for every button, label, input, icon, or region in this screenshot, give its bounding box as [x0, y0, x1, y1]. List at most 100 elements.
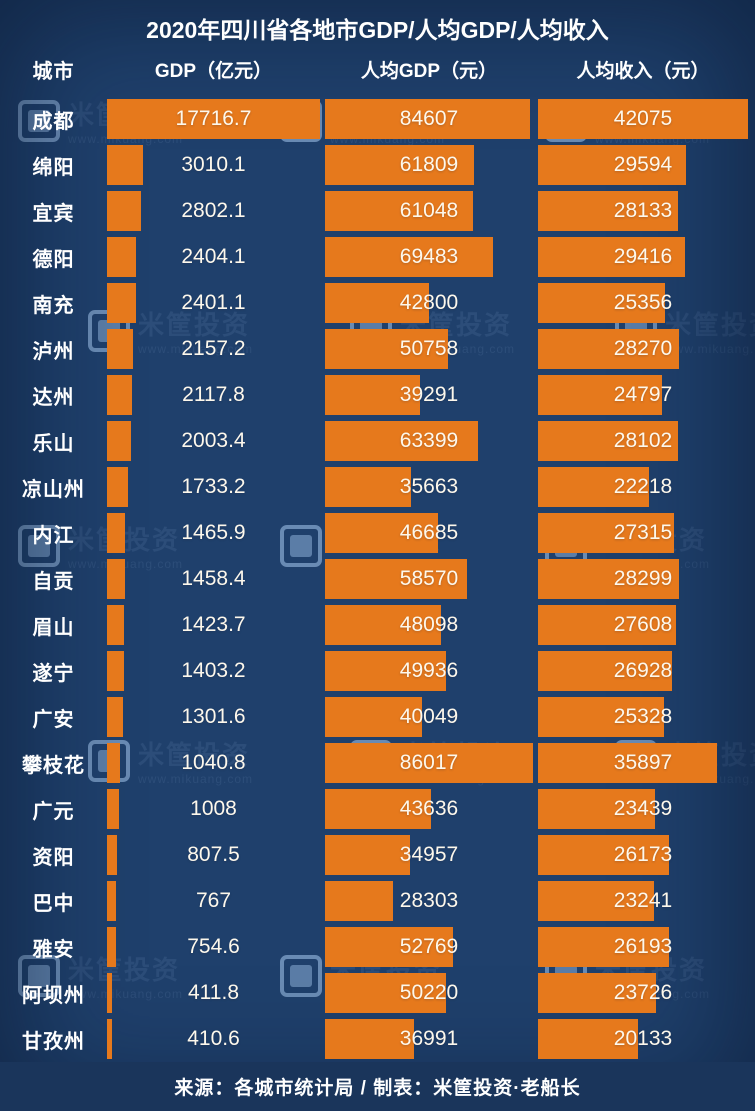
- value-bar: [325, 145, 475, 185]
- city-label: 泸州: [32, 340, 75, 363]
- value-label: 42075: [613, 107, 673, 130]
- table-row: 攀枝花 1040.8 86017 35897: [0, 743, 755, 783]
- value-bar: [107, 467, 128, 507]
- value-label: 2157.2: [181, 337, 246, 360]
- table-row: 泸州 2157.2 50758 28270: [0, 329, 755, 369]
- bar-track: 23241: [538, 881, 748, 921]
- bar-track: 49936: [325, 651, 533, 691]
- bar-track: 86017: [325, 743, 533, 783]
- value-bar: [538, 835, 669, 875]
- value-label: 23241: [613, 889, 673, 912]
- bar-track: 26928: [538, 651, 748, 691]
- value-label: 25356: [613, 291, 673, 314]
- page-title: 2020年四川省各地市GDP/人均GDP/人均收入: [146, 17, 609, 43]
- bar-track: 61048: [325, 191, 533, 231]
- value-label: 1301.6: [181, 705, 246, 728]
- value-label: 26193: [613, 935, 673, 958]
- city-label: 遂宁: [32, 662, 75, 685]
- bar-track: 22218: [538, 467, 748, 507]
- value-bar: [325, 881, 394, 921]
- value-bar: [325, 237, 494, 277]
- value-bar: [325, 191, 473, 231]
- bar-track: 1423.7: [107, 605, 320, 645]
- bar-track: 43636: [325, 789, 533, 829]
- value-label: 1403.2: [181, 659, 246, 682]
- bar-track: 39291: [325, 375, 533, 415]
- value-label: 26928: [613, 659, 673, 682]
- bar-track: 26193: [538, 927, 748, 967]
- value-label: 28299: [613, 567, 673, 590]
- value-label: 25328: [613, 705, 673, 728]
- value-label: 1008: [190, 797, 237, 820]
- value-label: 24797: [613, 383, 673, 406]
- table-row: 成都 17716.7 84607 42075: [0, 99, 755, 139]
- value-bar: [325, 697, 422, 737]
- table-row: 巴中 767 28303 23241: [0, 881, 755, 921]
- value-bar: [325, 283, 429, 323]
- value-bar: [325, 973, 447, 1013]
- footer: 来源：各城市统计局 / 制表：米筐投资·老船长: [0, 1062, 755, 1111]
- value-bar: [325, 789, 431, 829]
- table-row: 宜宾 2802.1 61048 28133: [0, 191, 755, 231]
- value-bar: [107, 375, 133, 415]
- bar-track: 25356: [538, 283, 748, 323]
- bar-track: 69483: [325, 237, 533, 277]
- value-label: 23439: [613, 797, 673, 820]
- value-label: 29416: [613, 245, 673, 268]
- value-label: 22218: [613, 475, 673, 498]
- bar-track: 17716.7: [107, 99, 320, 139]
- value-bar: [107, 927, 117, 967]
- bar-track: 410.6: [107, 1019, 320, 1059]
- bar-track: 2003.4: [107, 421, 320, 461]
- value-label: 52769: [399, 935, 459, 958]
- bar-track: 23439: [538, 789, 748, 829]
- bar-track: 27608: [538, 605, 748, 645]
- value-bar: [538, 743, 718, 783]
- table-row: 自贡 1458.4 58570 28299: [0, 559, 755, 599]
- city-label: 巴中: [32, 892, 75, 915]
- bar-track: 1008: [107, 789, 320, 829]
- value-label: 43636: [399, 797, 459, 820]
- value-bar: [107, 697, 123, 737]
- value-bar: [325, 421, 479, 461]
- bar-track: 24797: [538, 375, 748, 415]
- value-bar: [107, 421, 132, 461]
- table-row: 广安 1301.6 40049 25328: [0, 697, 755, 737]
- value-bar: [538, 1019, 639, 1059]
- value-label: 86017: [399, 751, 459, 774]
- bar-track: 40049: [325, 697, 533, 737]
- city-label: 自贡: [32, 570, 75, 593]
- bar-track: 754.6: [107, 927, 320, 967]
- city-label: 雅安: [32, 938, 75, 961]
- bar-track: 1458.4: [107, 559, 320, 599]
- bar-track: 52769: [325, 927, 533, 967]
- bar-track: 63399: [325, 421, 533, 461]
- value-bar: [107, 513, 125, 553]
- table-row: 内江 1465.9 46685 27315: [0, 513, 755, 553]
- city-label: 眉山: [32, 616, 75, 639]
- value-bar: [325, 743, 533, 783]
- value-bar: [107, 559, 125, 599]
- value-bar: [538, 421, 679, 461]
- value-bar: [107, 1019, 112, 1059]
- value-bar: [538, 697, 665, 737]
- value-label: 807.5: [187, 843, 240, 866]
- value-label: 754.6: [187, 935, 240, 958]
- value-bar: [325, 927, 453, 967]
- city-label: 凉山州: [22, 478, 85, 501]
- bar-track: 61809: [325, 145, 533, 185]
- bar-track: 28303: [325, 881, 533, 921]
- value-label: 411.8: [188, 981, 239, 1004]
- value-bar: [325, 1019, 415, 1059]
- value-label: 35663: [399, 475, 459, 498]
- bar-track: 27315: [538, 513, 748, 553]
- bar-track: 807.5: [107, 835, 320, 875]
- value-label: 410.6: [187, 1027, 240, 1050]
- value-label: 50758: [399, 337, 459, 360]
- value-label: 2802.1: [181, 199, 246, 222]
- bar-track: 58570: [325, 559, 533, 599]
- bar-track: 2117.8: [107, 375, 320, 415]
- bar-track: 1733.2: [107, 467, 320, 507]
- value-bar: [538, 145, 686, 185]
- value-label: 2003.4: [181, 429, 246, 452]
